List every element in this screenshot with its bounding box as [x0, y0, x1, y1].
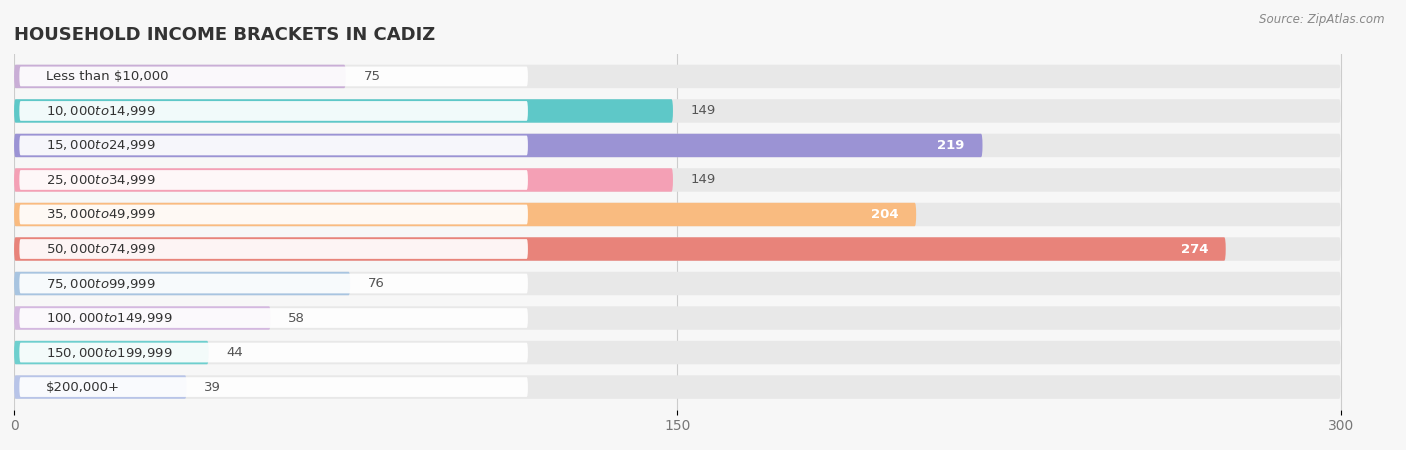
FancyBboxPatch shape — [14, 168, 673, 192]
FancyBboxPatch shape — [14, 272, 350, 295]
FancyBboxPatch shape — [20, 135, 527, 155]
Text: 149: 149 — [690, 174, 716, 186]
FancyBboxPatch shape — [14, 65, 346, 88]
FancyBboxPatch shape — [20, 377, 527, 397]
FancyBboxPatch shape — [14, 203, 917, 226]
Text: $50,000 to $74,999: $50,000 to $74,999 — [46, 242, 156, 256]
FancyBboxPatch shape — [14, 306, 270, 330]
FancyBboxPatch shape — [14, 375, 187, 399]
Text: Source: ZipAtlas.com: Source: ZipAtlas.com — [1260, 14, 1385, 27]
Text: 274: 274 — [1181, 243, 1208, 256]
Text: $35,000 to $49,999: $35,000 to $49,999 — [46, 207, 156, 221]
FancyBboxPatch shape — [20, 170, 527, 190]
Text: $200,000+: $200,000+ — [46, 381, 120, 394]
FancyBboxPatch shape — [14, 99, 1341, 123]
Text: Less than $10,000: Less than $10,000 — [46, 70, 169, 83]
FancyBboxPatch shape — [14, 65, 1341, 88]
Text: 219: 219 — [938, 139, 965, 152]
FancyBboxPatch shape — [20, 239, 527, 259]
FancyBboxPatch shape — [20, 205, 527, 225]
Text: 58: 58 — [288, 311, 305, 324]
Text: $25,000 to $34,999: $25,000 to $34,999 — [46, 173, 156, 187]
FancyBboxPatch shape — [14, 237, 1226, 261]
FancyBboxPatch shape — [14, 237, 1341, 261]
Text: 75: 75 — [363, 70, 381, 83]
FancyBboxPatch shape — [14, 272, 1341, 295]
FancyBboxPatch shape — [14, 341, 208, 364]
Text: $10,000 to $14,999: $10,000 to $14,999 — [46, 104, 156, 118]
FancyBboxPatch shape — [20, 274, 527, 293]
FancyBboxPatch shape — [14, 99, 673, 123]
FancyBboxPatch shape — [20, 308, 527, 328]
Text: $150,000 to $199,999: $150,000 to $199,999 — [46, 346, 173, 360]
Text: 44: 44 — [226, 346, 243, 359]
FancyBboxPatch shape — [14, 341, 1341, 364]
Text: $15,000 to $24,999: $15,000 to $24,999 — [46, 139, 156, 153]
FancyBboxPatch shape — [14, 375, 1341, 399]
Text: HOUSEHOLD INCOME BRACKETS IN CADIZ: HOUSEHOLD INCOME BRACKETS IN CADIZ — [14, 26, 436, 44]
Text: 149: 149 — [690, 104, 716, 117]
FancyBboxPatch shape — [20, 67, 527, 86]
FancyBboxPatch shape — [20, 343, 527, 362]
Text: $100,000 to $149,999: $100,000 to $149,999 — [46, 311, 173, 325]
FancyBboxPatch shape — [20, 101, 527, 121]
Text: 76: 76 — [368, 277, 385, 290]
FancyBboxPatch shape — [14, 306, 1341, 330]
Text: 204: 204 — [870, 208, 898, 221]
Text: 39: 39 — [204, 381, 221, 394]
FancyBboxPatch shape — [14, 134, 1341, 157]
FancyBboxPatch shape — [14, 203, 1341, 226]
Text: $75,000 to $99,999: $75,000 to $99,999 — [46, 276, 156, 291]
FancyBboxPatch shape — [14, 168, 1341, 192]
FancyBboxPatch shape — [14, 134, 983, 157]
